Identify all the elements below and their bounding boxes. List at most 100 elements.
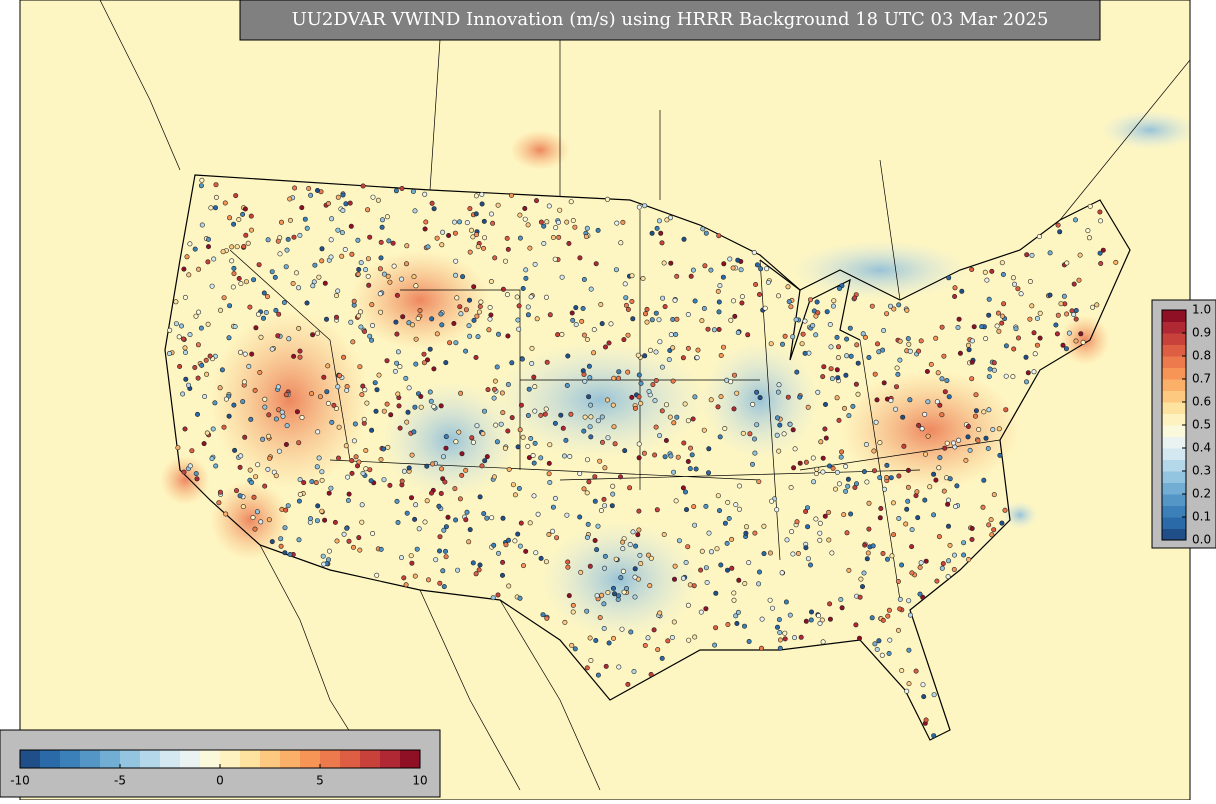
observation-dot: [880, 617, 886, 623]
observation-dot: [617, 474, 623, 480]
observation-dot: [986, 296, 992, 302]
colorbar-tick-label: 0.6: [1192, 395, 1211, 409]
observation-dot: [522, 206, 528, 212]
observation-dot: [530, 452, 536, 458]
observation-dot: [866, 500, 872, 506]
observation-dot: [642, 311, 648, 317]
observation-dot: [649, 230, 655, 236]
observation-dot: [668, 260, 674, 266]
observation-dot: [310, 332, 316, 338]
observation-dot: [914, 489, 920, 495]
observation-dot: [713, 625, 719, 631]
observation-dot: [931, 692, 937, 698]
observation-dot: [877, 475, 883, 481]
observation-dot: [517, 543, 523, 549]
observation-dot: [247, 304, 253, 310]
observation-dot: [615, 375, 621, 381]
observation-dot: [818, 439, 824, 445]
observation-dot: [488, 211, 494, 217]
observation-dot: [961, 552, 967, 558]
observation-dot: [790, 334, 796, 340]
observation-dot: [984, 277, 990, 283]
observation-dot: [356, 459, 362, 465]
observation-dot: [820, 374, 826, 380]
observation-dot: [716, 326, 722, 332]
observation-dot: [373, 408, 379, 414]
observation-dot: [304, 300, 310, 306]
observation-dot: [233, 193, 239, 199]
observation-dot: [692, 634, 698, 640]
observation-dot: [481, 511, 487, 517]
observation-dot: [829, 550, 835, 556]
observation-dot: [877, 515, 883, 521]
observation-dot: [595, 418, 601, 424]
observation-dot: [522, 216, 528, 222]
observation-dot: [611, 424, 617, 430]
observation-dot: [359, 519, 365, 525]
observation-dot: [803, 545, 809, 551]
observation-dot: [952, 285, 958, 291]
observation-dot: [866, 354, 872, 360]
observation-dot: [351, 298, 357, 304]
observation-dot: [870, 543, 876, 549]
observation-dot: [704, 579, 710, 585]
observation-dot: [831, 298, 837, 304]
observation-dot: [646, 388, 652, 394]
observation-dot: [471, 284, 477, 290]
observation-dot: [636, 441, 642, 447]
observation-dot: [765, 279, 771, 285]
observation-dot: [1025, 370, 1031, 376]
observation-dot: [989, 268, 995, 274]
observation-dot: [418, 404, 424, 410]
observation-dot: [296, 498, 302, 504]
observation-dot: [1100, 247, 1106, 253]
observation-dot: [610, 491, 616, 497]
observation-dot: [777, 422, 783, 428]
observation-dot: [874, 341, 880, 347]
observation-dot: [790, 551, 796, 557]
observation-dot: [533, 550, 539, 556]
observation-dot: [716, 233, 722, 239]
observation-dot: [599, 592, 605, 598]
observation-dot: [592, 537, 598, 543]
observation-dot: [813, 332, 819, 338]
observation-dot: [423, 219, 429, 225]
observation-dot: [774, 415, 780, 421]
observation-dot: [959, 288, 965, 294]
observation-dot: [260, 436, 266, 442]
observation-dot: [436, 503, 442, 509]
observation-dot: [181, 336, 187, 342]
observation-dot: [1003, 407, 1009, 413]
observation-dot: [581, 276, 587, 282]
observation-dot: [403, 582, 409, 588]
observation-dot: [650, 382, 656, 388]
observation-dot: [922, 411, 928, 417]
observation-dot: [703, 230, 709, 236]
observation-dot: [829, 376, 835, 382]
observation-dot: [769, 605, 775, 611]
observation-dot: [685, 544, 691, 550]
observation-dot: [947, 542, 953, 548]
observation-dot: [725, 499, 731, 505]
observation-dot: [1073, 338, 1079, 344]
observation-dot: [940, 561, 946, 567]
observation-dot: [835, 375, 841, 381]
observation-dot: [477, 494, 483, 500]
observation-dot: [570, 218, 576, 224]
observation-dot: [552, 420, 558, 426]
observation-dot: [939, 324, 945, 330]
observation-dot: [743, 530, 749, 536]
observation-dot: [531, 460, 537, 466]
observation-dot: [1027, 316, 1033, 322]
observation-dot: [756, 581, 762, 587]
observation-dot: [560, 425, 566, 431]
observation-dot: [702, 263, 708, 269]
observation-dot: [542, 411, 548, 417]
observation-dot: [422, 191, 428, 197]
observation-dot: [739, 294, 745, 300]
observation-dot: [287, 551, 293, 557]
observation-dot: [421, 360, 427, 366]
observation-dot: [687, 445, 693, 451]
observation-dot: [975, 437, 981, 443]
observation-dot: [821, 364, 827, 370]
